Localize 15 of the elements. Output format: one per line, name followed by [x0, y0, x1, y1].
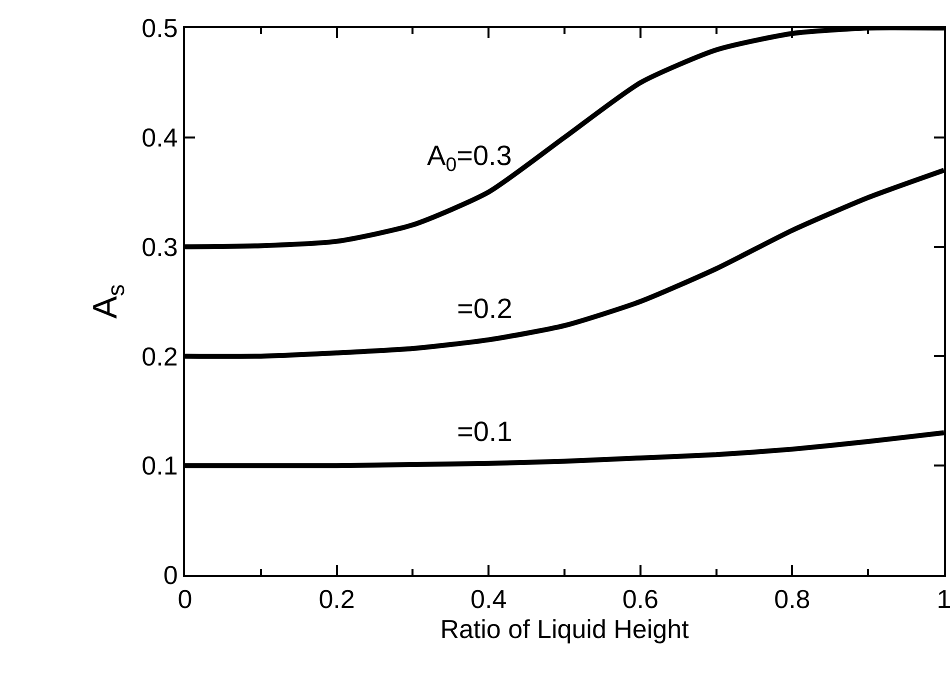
series-label: A$_{0}$=0.3: [427, 140, 512, 176]
y-tick-label: 0.3: [142, 232, 178, 262]
x-tick-label: 0.8: [774, 584, 810, 614]
y-tick-label: 0.1: [142, 450, 178, 481]
y-tick-label: 0.2: [142, 341, 178, 372]
y-tick-label: 0: [163, 560, 178, 590]
x-tick-label: 0.4: [470, 584, 507, 614]
y-tick-label: 0.5: [142, 13, 178, 44]
series-label: =0.1: [457, 416, 512, 447]
x-tick-label: 0.2: [318, 584, 355, 614]
x-tick-label: 1: [936, 584, 952, 614]
y-tick-label: 0.4: [142, 122, 178, 152]
series-label: =0.2: [457, 293, 512, 324]
x-axis-title: Ratio of Liquid Height: [440, 614, 690, 644]
x-tick-label: 0.6: [622, 584, 658, 614]
